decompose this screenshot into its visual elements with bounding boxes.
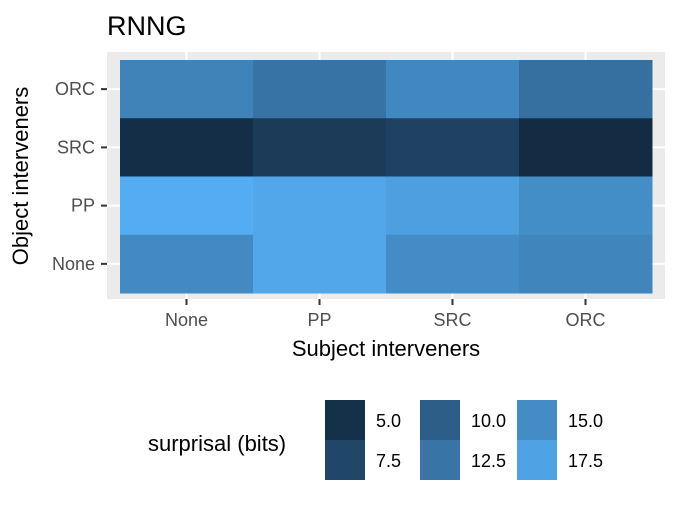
chart-title: RNNG (107, 11, 187, 41)
heatmap-cells (120, 60, 653, 294)
heatmap-cell (120, 60, 254, 119)
heatmap-cell (386, 234, 520, 294)
legend-title: surprisal (bits) (148, 431, 286, 456)
heatmap-cell (253, 60, 387, 119)
legend-swatch (517, 440, 557, 480)
legend-swatch (420, 440, 460, 480)
heatmap-cell (386, 60, 520, 119)
heatmap-cell (386, 176, 520, 236)
legend-label: 10.0 (471, 411, 506, 431)
heatmap-cell (519, 118, 653, 177)
y-tick-label: ORC (55, 79, 95, 99)
legend-swatch (420, 400, 460, 440)
legend-label: 17.5 (568, 451, 603, 471)
heatmap-cell (253, 234, 387, 294)
y-tick-label: SRC (57, 137, 95, 157)
y-axis-ticks: None PP SRC ORC (52, 79, 107, 274)
y-axis-title: Object interveners (8, 87, 33, 266)
heatmap-cell (253, 176, 387, 236)
heatmap-cell (120, 176, 254, 236)
legend-swatch (325, 400, 365, 440)
heatmap-cell (120, 118, 254, 177)
y-tick-label: None (52, 254, 95, 274)
legend-label: 7.5 (376, 451, 401, 471)
x-tick-label: ORC (566, 310, 606, 330)
x-tick-label: SRC (433, 310, 471, 330)
x-tick-label: PP (307, 310, 331, 330)
heatmap-cell (253, 118, 387, 177)
x-axis-title: Subject interveners (292, 336, 480, 361)
legend: 5.0 7.5 10.0 12.5 15.0 17.5 (325, 400, 603, 480)
legend-label: 15.0 (568, 411, 603, 431)
y-tick-label: PP (71, 196, 95, 216)
legend-label: 12.5 (471, 451, 506, 471)
heatmap-cell (519, 176, 653, 236)
x-tick-label: None (165, 310, 208, 330)
heatmap-cell (519, 234, 653, 294)
heatmap-cell (519, 60, 653, 119)
heatmap-cell (386, 118, 520, 177)
x-axis-ticks: None PP SRC ORC (165, 299, 606, 330)
legend-label: 5.0 (376, 411, 401, 431)
legend-swatch (325, 440, 365, 480)
heatmap-cell (120, 234, 254, 294)
legend-swatch (517, 400, 557, 440)
